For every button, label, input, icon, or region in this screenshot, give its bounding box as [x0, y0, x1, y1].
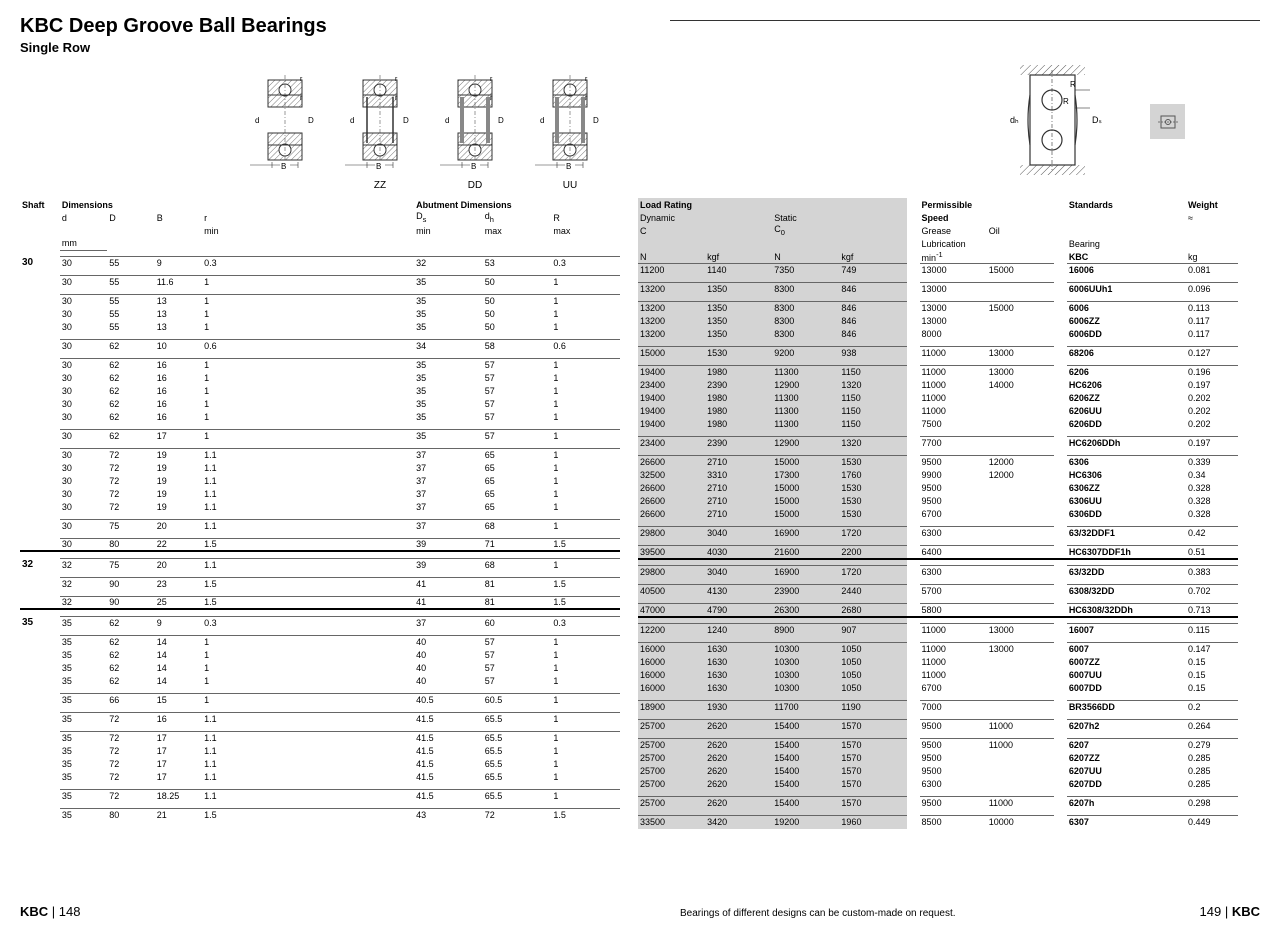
svg-text:r: r: [395, 76, 398, 83]
svg-text:D: D: [308, 116, 314, 125]
svg-text:D: D: [498, 116, 504, 125]
abutment-diagram: dₕ Dₛ R R: [1000, 60, 1110, 183]
svg-text:r: r: [585, 76, 588, 83]
svg-text:R: R: [1063, 97, 1069, 106]
page-title: KBC Deep Groove Ball Bearings: [20, 15, 1260, 38]
svg-text:Dₛ: Dₛ: [1092, 115, 1102, 125]
ratings-table: Load RatingPermissibleStandardsWeightDyn…: [638, 198, 1238, 829]
svg-text:d: d: [255, 116, 259, 125]
svg-text:r: r: [490, 95, 493, 102]
svg-text:B: B: [281, 162, 286, 171]
svg-text:B: B: [566, 162, 571, 171]
svg-text:d: d: [445, 116, 449, 125]
svg-text:dₕ: dₕ: [1010, 115, 1019, 125]
bearing-diagram: d D r r B ZZ: [345, 65, 415, 190]
svg-text:D: D: [403, 116, 409, 125]
footer-right: 149 | KBC: [1200, 904, 1260, 919]
page-subtitle: Single Row: [20, 40, 1260, 55]
svg-text:R: R: [1070, 80, 1076, 89]
svg-text:r: r: [300, 95, 303, 102]
footer-note: Bearings of different designs can be cus…: [680, 908, 956, 919]
svg-text:d: d: [350, 116, 354, 125]
diagram-row: d D r r B d D r r B ZZ d: [20, 65, 1260, 190]
header-rule: [670, 20, 1260, 21]
symbol-box: [1150, 104, 1185, 139]
bearing-diagram: d D r r B: [250, 65, 320, 190]
svg-text:d: d: [540, 116, 544, 125]
bearing-diagram: d D r r B DD: [440, 65, 510, 190]
svg-text:r: r: [585, 95, 588, 102]
svg-text:B: B: [471, 162, 476, 171]
svg-text:B: B: [376, 162, 381, 171]
svg-text:r: r: [490, 76, 493, 83]
bearing-diagram: d D r r B UU: [535, 65, 605, 190]
footer-left: KBC | 148: [20, 904, 80, 919]
svg-text:r: r: [300, 76, 303, 83]
svg-text:r: r: [395, 95, 398, 102]
svg-text:D: D: [593, 116, 599, 125]
dimensions-table: ShaftDimensionsAbutment DimensionsdDBrDs…: [20, 198, 620, 821]
tables-row: ShaftDimensionsAbutment DimensionsdDBrDs…: [20, 198, 1260, 829]
